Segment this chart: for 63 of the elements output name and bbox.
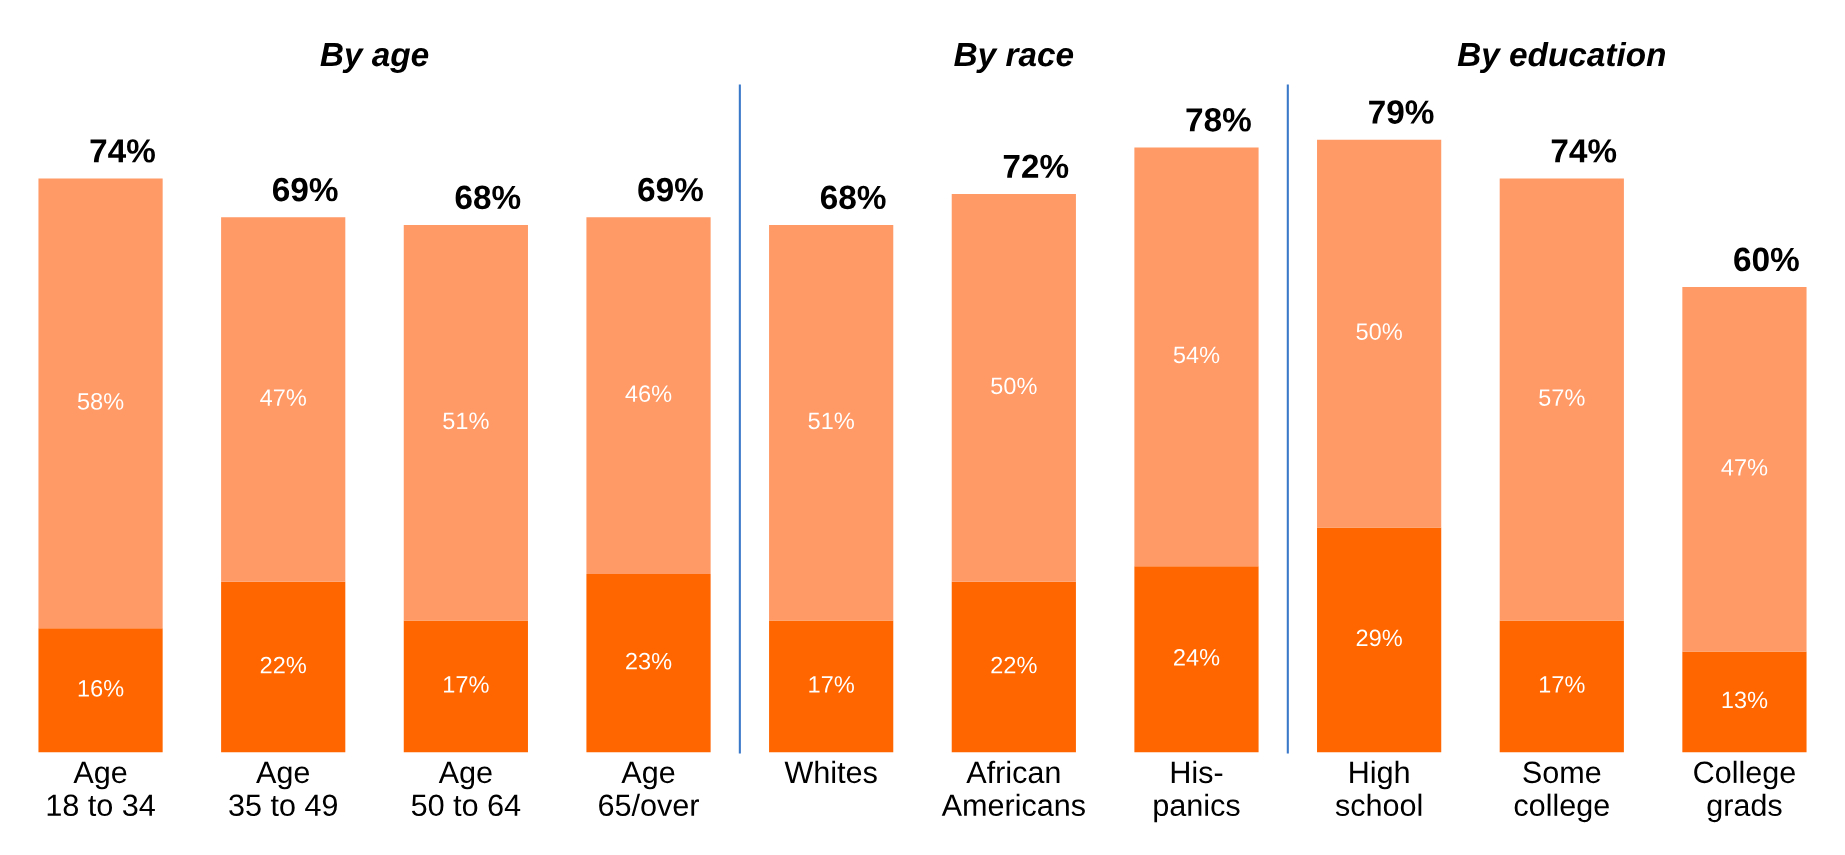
bar	[769, 225, 894, 621]
total-label: 69%	[272, 177, 338, 202]
x-tick-label: African Americans	[941, 760, 1085, 817]
x-tick-label: Age 18 to 34	[47, 761, 155, 817]
chart-title: By race	[954, 43, 1074, 73]
data-label: 17%	[444, 676, 489, 693]
total-label: 78%	[1186, 108, 1251, 132]
chart-title: By education	[1457, 41, 1666, 73]
x-tick-label: Whites	[784, 760, 877, 784]
total-label: 60%	[1734, 247, 1799, 272]
bar	[38, 628, 163, 753]
x-tick-label: Age 35 to 49	[229, 761, 337, 817]
data-label: 17%	[809, 676, 854, 693]
total-label: 74%	[90, 139, 155, 163]
data-label: 17%	[1539, 676, 1585, 693]
data-label: 47%	[260, 389, 306, 406]
bar	[221, 217, 346, 582]
x-tick-label: His- panics	[1154, 760, 1240, 823]
bar	[769, 620, 894, 753]
bar	[38, 178, 163, 629]
chart-title: By age	[320, 43, 429, 73]
data-label: 24%	[1174, 648, 1220, 666]
bar	[1682, 651, 1807, 753]
bar	[1134, 147, 1259, 567]
x-tick-label: College grads	[1694, 760, 1795, 823]
x-tick-label: High school	[1335, 760, 1422, 817]
data-label: 23%	[626, 652, 672, 670]
bar	[221, 581, 346, 753]
data-label: 50%	[991, 377, 1037, 395]
bar	[1134, 566, 1259, 753]
x-tick-label: Age 65/over	[599, 761, 699, 817]
bar	[586, 217, 711, 575]
total-label: 79%	[1369, 100, 1434, 124]
data-label: 57%	[1539, 389, 1585, 406]
bar	[1499, 620, 1624, 753]
data-label: 54%	[1173, 346, 1220, 364]
data-label: 58%	[77, 393, 124, 410]
total-label: 68%	[455, 185, 521, 210]
data-label: 51%	[808, 412, 854, 430]
data-label: 29%	[1356, 629, 1402, 647]
data-label: 22%	[991, 656, 1037, 674]
data-label: 51%	[443, 412, 489, 430]
data-label: 47%	[1721, 459, 1768, 476]
bar	[1317, 527, 1442, 753]
x-tick-label: Age 50 to 64	[411, 761, 521, 817]
total-label: 74%	[1551, 139, 1617, 163]
data-label: 50%	[1356, 323, 1402, 340]
data-label: 22%	[260, 656, 306, 674]
bar	[951, 194, 1076, 582]
bar	[586, 574, 711, 753]
data-label: 46%	[625, 385, 672, 403]
bar	[403, 225, 528, 621]
data-label: 13%	[1722, 691, 1768, 709]
bar	[403, 620, 528, 753]
bar	[1499, 178, 1624, 621]
total-label: 68%	[820, 185, 886, 210]
x-tick-label: Some college	[1514, 761, 1609, 823]
bar	[1317, 139, 1442, 528]
total-label: 69%	[638, 177, 703, 202]
bar	[951, 581, 1076, 753]
data-label: 16%	[78, 679, 124, 697]
total-label: 72%	[1003, 154, 1069, 179]
bar	[1682, 287, 1807, 652]
